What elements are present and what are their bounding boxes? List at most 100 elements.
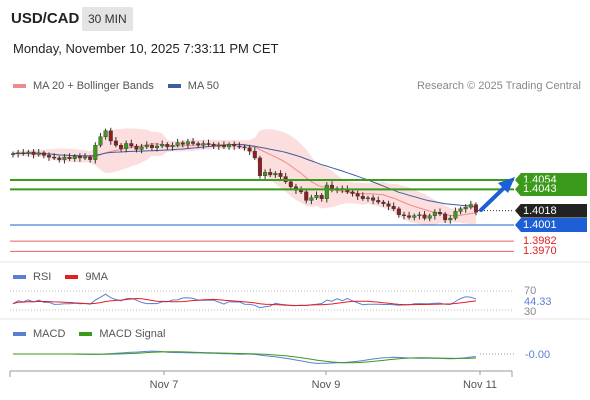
candle-body bbox=[427, 215, 432, 219]
candle-body bbox=[401, 214, 406, 217]
candle bbox=[221, 141, 226, 150]
rsi-level-70: 70 bbox=[524, 285, 536, 297]
candle bbox=[252, 147, 257, 161]
timeframe-button[interactable]: 30 MIN bbox=[82, 7, 133, 31]
candle-body bbox=[247, 147, 252, 152]
candle-body bbox=[376, 200, 381, 203]
candle bbox=[16, 149, 21, 158]
candle bbox=[396, 206, 401, 218]
candle bbox=[206, 139, 211, 147]
candle bbox=[437, 208, 442, 217]
candle-body bbox=[191, 141, 196, 144]
candle bbox=[175, 138, 180, 148]
symbol-title: USD/CAD bbox=[11, 10, 80, 27]
candle bbox=[401, 211, 406, 220]
candle bbox=[201, 140, 206, 150]
legend-label: MA 20 + Bollinger Bands bbox=[33, 80, 154, 92]
candle-body bbox=[77, 156, 82, 159]
candle-body bbox=[57, 157, 62, 160]
candle bbox=[257, 155, 262, 179]
candle-body bbox=[16, 152, 21, 155]
candle-body bbox=[278, 173, 283, 177]
macd-value: -0.00 bbox=[525, 349, 550, 361]
candle-body bbox=[119, 144, 124, 149]
candle bbox=[124, 140, 129, 153]
candle bbox=[88, 154, 93, 163]
candle bbox=[268, 168, 273, 178]
candle bbox=[360, 192, 365, 201]
candle bbox=[180, 140, 185, 148]
candle bbox=[304, 189, 309, 204]
candle-body bbox=[355, 193, 360, 197]
resistance-price-tag: 1.4043 bbox=[515, 182, 587, 197]
candle-body bbox=[365, 197, 370, 200]
candle-body bbox=[10, 153, 15, 155]
candle bbox=[242, 144, 247, 151]
candle-body bbox=[453, 211, 458, 219]
candle bbox=[165, 142, 170, 150]
candle-body bbox=[417, 214, 422, 217]
candle-body bbox=[448, 218, 453, 221]
legend-swatch bbox=[13, 84, 26, 88]
candle-body bbox=[103, 130, 108, 137]
x-tick-label: Nov 11 bbox=[463, 379, 497, 391]
candle bbox=[108, 127, 113, 145]
candle-body bbox=[160, 144, 165, 147]
legend-label: 9MA bbox=[85, 271, 108, 283]
legend-swatch bbox=[79, 332, 93, 336]
candle-body bbox=[273, 173, 278, 176]
candle bbox=[468, 200, 473, 210]
price-levels bbox=[10, 179, 514, 252]
candle-body bbox=[165, 144, 170, 148]
candle-body bbox=[149, 144, 154, 148]
candle bbox=[314, 191, 319, 200]
candle-body bbox=[407, 215, 412, 218]
candle-body bbox=[108, 130, 113, 142]
candle bbox=[83, 153, 88, 161]
candle-body bbox=[288, 181, 293, 187]
main-legend: MA 20 + Bollinger Bands MA 50 bbox=[13, 80, 233, 92]
candle bbox=[458, 206, 463, 215]
candle-body bbox=[386, 203, 391, 207]
rsi-9ma-line bbox=[12, 297, 477, 306]
candle-body bbox=[129, 143, 134, 147]
candle-body bbox=[72, 156, 77, 159]
candle-body bbox=[232, 144, 237, 147]
candle-body bbox=[360, 195, 365, 199]
candle bbox=[31, 149, 36, 159]
panel-dividers bbox=[0, 261, 590, 377]
candle-body bbox=[185, 141, 190, 145]
candle bbox=[355, 190, 360, 200]
chart-header: USD/CAD 30 MIN Monday, November 10, 2025… bbox=[0, 0, 590, 70]
candle-body bbox=[371, 197, 376, 201]
candle-body bbox=[263, 172, 268, 176]
candle bbox=[288, 179, 293, 190]
candle bbox=[185, 138, 190, 149]
candle bbox=[98, 132, 103, 148]
candle bbox=[427, 213, 432, 222]
candle-body bbox=[242, 146, 247, 149]
candle-body bbox=[47, 155, 52, 158]
candle bbox=[160, 140, 165, 149]
candle-body bbox=[67, 156, 72, 159]
candle-body bbox=[304, 191, 309, 201]
candle-body bbox=[21, 152, 26, 155]
pivot-price-tag: 1.4001 bbox=[515, 218, 587, 232]
candle bbox=[371, 194, 376, 205]
candle-body bbox=[468, 204, 473, 208]
x-tick-label: Nov 7 bbox=[150, 379, 179, 391]
candle bbox=[381, 199, 386, 207]
candle-body bbox=[144, 144, 149, 148]
candle bbox=[432, 209, 437, 220]
candle bbox=[247, 144, 252, 155]
legend-rsi: RSI bbox=[13, 271, 51, 283]
candle-body bbox=[474, 204, 479, 213]
candle bbox=[309, 194, 314, 205]
candle bbox=[10, 151, 15, 158]
candle bbox=[232, 141, 237, 150]
candle-body bbox=[227, 144, 232, 148]
candle bbox=[155, 143, 160, 152]
candle bbox=[170, 142, 175, 151]
candle bbox=[237, 142, 242, 150]
